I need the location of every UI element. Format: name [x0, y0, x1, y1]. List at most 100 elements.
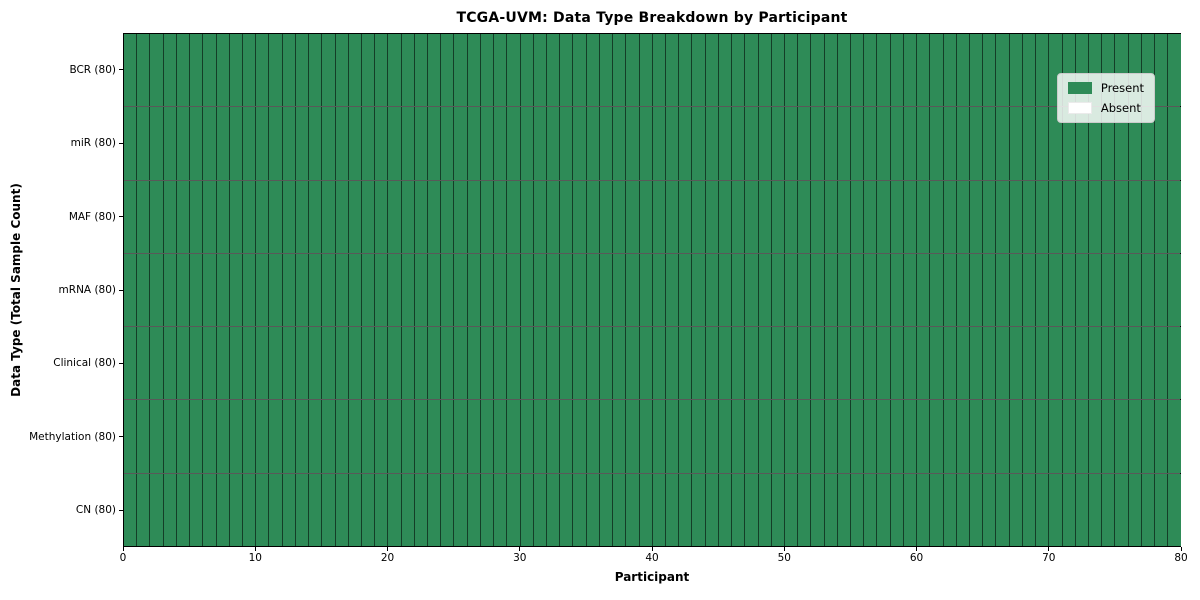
heatmap-cell [216, 34, 230, 107]
heatmap-cell [851, 400, 865, 473]
heatmap-cell [242, 34, 257, 107]
heatmap-cell [586, 327, 600, 400]
heatmap-cell [864, 400, 878, 473]
heatmap-cell [480, 400, 495, 473]
heatmap-cell [758, 180, 772, 253]
heatmap-cell [877, 253, 891, 327]
heatmap-cell [771, 34, 785, 107]
heatmap-cell [375, 180, 389, 253]
heatmap-cell [573, 107, 587, 180]
chart-title: TCGA-UVM: Data Type Breakdown by Partici… [456, 10, 848, 26]
heatmap-cell [639, 473, 653, 546]
heatmap-cell [203, 180, 217, 253]
heatmap-cell [943, 34, 957, 107]
heatmap-cell [1009, 180, 1023, 253]
heatmap-cell [401, 180, 415, 253]
heatmap-cell [560, 400, 574, 473]
heatmap-cell [560, 473, 574, 546]
heatmap-cell [1168, 253, 1181, 327]
y-axis-tick-label: BCR (80) [69, 63, 116, 76]
heatmap-cell [547, 34, 561, 107]
heatmap-grid [124, 34, 1181, 546]
heatmap-cell [732, 180, 746, 253]
heatmap-cell [401, 400, 415, 473]
heatmap-cell [229, 327, 243, 400]
heatmap-cell [203, 107, 217, 180]
heatmap-cell [1168, 34, 1181, 107]
y-axis-tick-label: miR (80) [70, 137, 116, 150]
heatmap-cell [652, 34, 666, 107]
heatmap-cell [322, 34, 336, 107]
heatmap-cell [1141, 180, 1156, 253]
heatmap-cell [190, 473, 204, 546]
heatmap-cell [983, 107, 997, 180]
heatmap-cell [1155, 473, 1169, 546]
heatmap-cell [375, 253, 389, 327]
heatmap-cell [851, 34, 865, 107]
heatmap-cell [507, 327, 521, 400]
heatmap-cell [137, 253, 151, 327]
heatmap-cell [176, 327, 191, 400]
heatmap-cell [1155, 253, 1169, 327]
heatmap-cell [956, 34, 970, 107]
heatmap-cell [375, 473, 389, 546]
heatmap-cell [203, 473, 217, 546]
heatmap-cell [917, 180, 931, 253]
heatmap-cell [824, 107, 838, 180]
heatmap-cell [1036, 400, 1050, 473]
heatmap-cell [917, 34, 931, 107]
heatmap-cell [626, 180, 640, 253]
heatmap-cell [599, 107, 614, 180]
heatmap-cell [679, 327, 693, 400]
x-axis-tick-mark [254, 547, 256, 551]
heatmap-cell [190, 34, 204, 107]
heatmap-cell [361, 253, 376, 327]
heatmap-cell [573, 180, 587, 253]
heatmap-cell [573, 34, 587, 107]
heatmap-cell [216, 400, 230, 473]
heatmap-cell [414, 180, 429, 253]
heatmap-cell [507, 473, 521, 546]
heatmap-cell [771, 107, 785, 180]
heatmap-cell [560, 180, 574, 253]
heatmap-cell [1088, 473, 1103, 546]
heatmap-cell [533, 34, 547, 107]
heatmap-cell [295, 180, 310, 253]
heatmap-cell [718, 107, 733, 180]
legend: Present Absent [1056, 73, 1155, 123]
heatmap-cell [150, 107, 164, 180]
heatmap-cell [903, 180, 918, 253]
heatmap-cell [256, 34, 270, 107]
heatmap-cell [1128, 327, 1142, 400]
heatmap-cell [983, 327, 997, 400]
heatmap-cell [388, 400, 402, 473]
heatmap-cell [718, 180, 733, 253]
heatmap-cell [652, 180, 666, 253]
heatmap-cell [983, 180, 997, 253]
heatmap-cell [1102, 253, 1116, 327]
heatmap-cell [705, 253, 719, 327]
heatmap-cell [242, 400, 257, 473]
heatmap-cell [692, 107, 706, 180]
heatmap-cell [692, 327, 706, 400]
heatmap-cell [560, 107, 574, 180]
heatmap-cell [758, 473, 772, 546]
heatmap-cell [414, 400, 429, 473]
heatmap-cell [295, 327, 310, 400]
heatmap-cell [520, 107, 534, 180]
heatmap-cell [216, 473, 230, 546]
heatmap-cell [203, 400, 217, 473]
heatmap-cell [216, 253, 230, 327]
heatmap-cell [282, 327, 296, 400]
heatmap-cell [599, 327, 614, 400]
heatmap-cell [1088, 327, 1103, 400]
heatmap-cell [1115, 107, 1129, 180]
heatmap-cell [613, 253, 627, 327]
heatmap-cell [176, 400, 191, 473]
heatmap-cell [428, 107, 442, 180]
heatmap-cell [665, 327, 680, 400]
heatmap-cell [163, 473, 177, 546]
heatmap-cell [970, 327, 984, 400]
heatmap-cell [269, 253, 283, 327]
heatmap-cell [361, 180, 376, 253]
